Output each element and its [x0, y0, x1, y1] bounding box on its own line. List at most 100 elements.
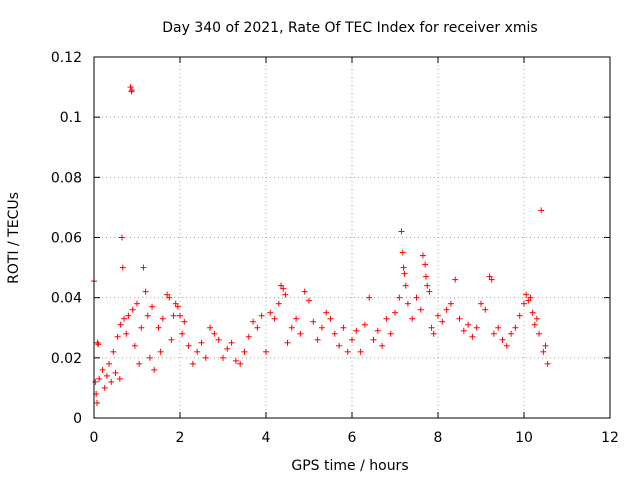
data-point	[95, 341, 102, 348]
data-point	[473, 324, 480, 331]
data-point	[119, 264, 126, 271]
data-point	[353, 327, 360, 334]
data-point	[280, 285, 287, 292]
data-point	[447, 300, 454, 307]
data-point	[516, 312, 523, 319]
y-tick-label: 0.1	[60, 110, 82, 126]
data-point	[361, 321, 368, 328]
data-point	[424, 282, 431, 289]
data-point	[146, 354, 153, 361]
data-point	[215, 336, 222, 343]
data-point	[430, 330, 437, 337]
data-point	[123, 330, 130, 337]
data-point	[344, 348, 351, 355]
data-point	[349, 336, 355, 343]
data-point	[340, 324, 347, 331]
data-point	[99, 366, 106, 373]
data-point	[172, 300, 179, 307]
y-tick-label: 0.04	[51, 291, 82, 307]
data-point	[282, 291, 289, 298]
data-point	[94, 399, 101, 406]
data-point	[495, 324, 502, 331]
data-point	[469, 333, 476, 340]
data-point	[409, 315, 416, 322]
data-point	[245, 333, 252, 340]
data-point	[168, 336, 175, 343]
data-point	[525, 297, 532, 304]
y-tick-label: 0.08	[51, 170, 82, 186]
data-point	[465, 321, 472, 328]
data-point	[198, 339, 205, 346]
data-point	[131, 342, 138, 349]
data-point	[142, 288, 149, 295]
data-point	[232, 357, 239, 364]
data-point	[155, 324, 162, 331]
data-point	[211, 330, 218, 337]
data-point	[151, 366, 158, 373]
data-point	[486, 273, 493, 280]
data-point	[379, 342, 386, 349]
data-point	[288, 324, 295, 331]
data-point	[426, 288, 433, 295]
data-point	[357, 348, 364, 355]
data-point	[224, 345, 231, 352]
data-point	[521, 300, 527, 307]
data-point	[140, 264, 147, 271]
data-point	[117, 321, 124, 328]
axis-ticks: 0 2 4 6 8 10 12 0 0.02 0.04 0.06 0.08 0.1 0.12	[51, 50, 619, 446]
data-point	[149, 303, 156, 310]
data-point	[327, 315, 334, 322]
data-point	[422, 273, 429, 280]
data-point	[189, 360, 196, 367]
data-point	[177, 312, 183, 319]
data-point	[478, 300, 484, 307]
data-point	[331, 330, 338, 337]
data-point	[112, 369, 119, 376]
data-point	[103, 372, 110, 379]
data-point	[106, 360, 113, 367]
data-point	[194, 348, 201, 355]
data-point	[374, 327, 381, 334]
data-point	[181, 318, 188, 325]
data-point	[144, 312, 151, 319]
data-point	[118, 234, 125, 241]
data-point	[399, 249, 406, 256]
data-point	[314, 336, 321, 343]
data-point	[503, 342, 510, 349]
data-point	[114, 333, 121, 340]
data-point	[263, 348, 269, 355]
y-tick-label: 0.12	[51, 50, 82, 66]
data-point	[92, 378, 99, 385]
data-point	[101, 384, 108, 391]
data-point	[402, 282, 409, 289]
data-point	[293, 315, 300, 322]
data-points	[91, 84, 551, 406]
data-point	[250, 318, 257, 325]
data-point	[129, 306, 136, 313]
data-point	[159, 315, 166, 322]
data-point	[254, 324, 261, 331]
data-point	[220, 354, 226, 361]
data-point	[258, 312, 265, 319]
data-point	[540, 348, 547, 355]
data-point	[301, 288, 308, 295]
data-point	[318, 324, 325, 331]
data-point	[108, 378, 115, 385]
data-point	[401, 270, 408, 277]
data-point	[400, 264, 407, 271]
data-point	[417, 306, 424, 313]
data-point	[435, 312, 441, 319]
data-point	[508, 330, 515, 337]
data-point	[297, 330, 304, 337]
y-tick-label: 0	[73, 411, 82, 427]
data-point	[310, 318, 317, 325]
data-point	[306, 297, 312, 304]
data-point	[482, 306, 489, 313]
x-tick-label: 6	[348, 430, 357, 446]
data-point	[533, 315, 540, 322]
data-point	[166, 294, 173, 301]
data-point	[323, 309, 330, 316]
data-point	[512, 324, 519, 331]
data-point	[527, 294, 534, 301]
data-point	[398, 228, 405, 235]
